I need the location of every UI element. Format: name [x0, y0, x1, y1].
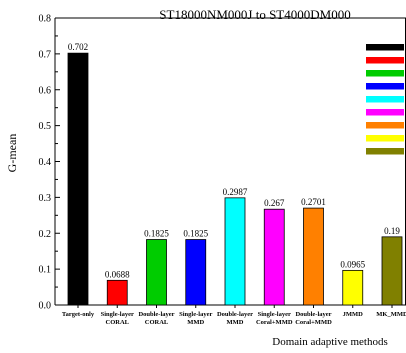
- x-tick-label: MK_MMD: [376, 311, 406, 318]
- x-tick-label: Single-layer: [179, 311, 212, 318]
- legend-swatch: [366, 135, 404, 142]
- bar: [263, 208, 285, 306]
- bar: [224, 197, 246, 306]
- y-tick-label: 0.2: [39, 229, 52, 240]
- legend: [366, 44, 404, 155]
- data-label: 0.1825: [144, 229, 169, 239]
- x-tick-label: Double-layer: [217, 311, 253, 318]
- x-tick-label: Coral+MMD: [256, 319, 293, 326]
- x-tick-label: CORAL: [106, 319, 130, 326]
- legend-swatch: [366, 83, 404, 90]
- legend-swatch: [366, 57, 404, 64]
- bar: [381, 236, 403, 306]
- legend-swatch: [366, 44, 404, 51]
- data-label: 0.19: [384, 226, 400, 236]
- y-tick-label: 0.3: [39, 193, 52, 204]
- legend-swatch: [366, 148, 404, 155]
- x-tick-label: Coral+MMD: [295, 319, 332, 326]
- bar: [303, 207, 324, 306]
- y-tick-label: 0.4: [39, 157, 52, 168]
- y-tick-label: 0.1: [39, 265, 52, 276]
- x-tick-label: Target-only: [62, 311, 95, 318]
- bar: [67, 52, 89, 306]
- data-label: 0.267: [264, 198, 285, 208]
- x-tick-label: Single-layer: [101, 311, 134, 318]
- x-tick-label: MMD: [187, 319, 204, 326]
- y-tick-label: 0.7: [39, 49, 52, 60]
- y-tick-label: 0.0: [39, 301, 52, 312]
- y-tick-label: 0.6: [39, 85, 52, 96]
- legend-swatch: [366, 122, 404, 129]
- y-tick-label: 0.8: [39, 14, 52, 25]
- bar: [106, 279, 128, 306]
- legend-swatch: [366, 96, 404, 103]
- data-label: 0.702: [68, 42, 88, 52]
- x-tick-label: MMD: [227, 319, 244, 326]
- plot-area: 0.0 0.1 0.2 0.3 0.4 0.5 0.6 0.7 0.8 0.702 Target-o…: [39, 14, 406, 326]
- data-label: 0.0688: [105, 269, 130, 279]
- data-label: 0.1825: [183, 229, 208, 239]
- x-tick-label: Single-layer: [258, 311, 291, 318]
- bar: [146, 239, 167, 306]
- x-tick-label: JMMD: [343, 311, 364, 318]
- legend-swatch: [366, 70, 404, 77]
- bar: [185, 239, 207, 306]
- x-tick-label: Double-layer: [295, 311, 331, 318]
- data-label: 0.2701: [301, 197, 326, 207]
- x-tick-label: Double-layer: [138, 311, 174, 318]
- legend-swatch: [366, 109, 404, 116]
- x-axis-label: Domain adaptive methods: [272, 336, 387, 348]
- bar: [342, 269, 364, 306]
- y-axis-label: G-mean: [5, 134, 19, 173]
- chart-title: ST18000NM000J to ST4000DM000: [159, 7, 350, 22]
- y-tick-label: 0.5: [39, 121, 52, 132]
- data-label: 0.2987: [223, 187, 248, 197]
- data-label: 0.0965: [340, 259, 365, 269]
- x-tick-label: CORAL: [145, 319, 169, 326]
